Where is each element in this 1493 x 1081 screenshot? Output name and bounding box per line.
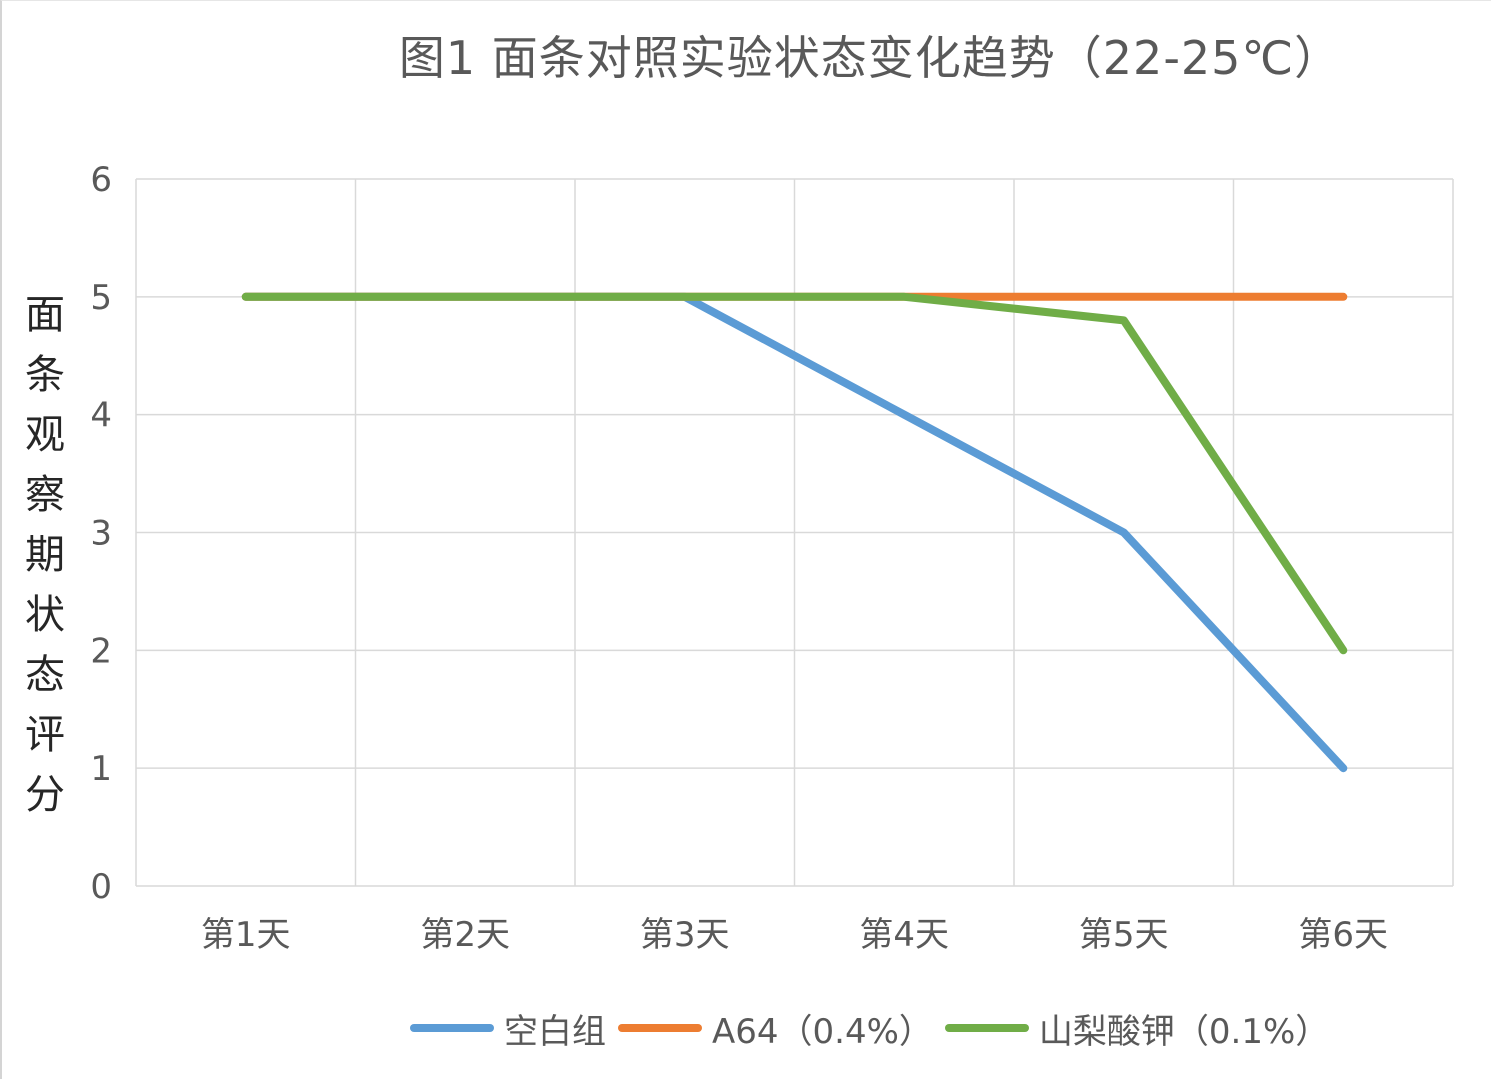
y-tick-label: 6 [90, 160, 112, 200]
y-axis-label: 面条观察期状态评分 [25, 292, 65, 818]
x-tick-label: 第1天 [201, 915, 291, 955]
legend: 空白组 A64（0.4%） 山梨酸钾（0.1%） [410, 1000, 1370, 1056]
legend-label-series-2: 山梨酸钾（0.1%） [1038, 1011, 1330, 1052]
series-line-2 [241, 292, 1348, 655]
x-tick-label: 第2天 [420, 915, 510, 955]
y-tick-label: 2 [90, 631, 112, 671]
legend-item-series-0: 空白组 [410, 1004, 614, 1053]
legend-swatch-series-2 [944, 1024, 1029, 1032]
y-tick-label: 0 [90, 867, 112, 907]
legend-item-series-2: 山梨酸钾（0.1%） [944, 1004, 1337, 1053]
x-tick-label: 第3天 [640, 915, 730, 955]
y-tick-label: 4 [90, 396, 112, 436]
legend-label-series-0: 空白组 [504, 1011, 606, 1052]
y-tick-label: 5 [90, 278, 112, 318]
legend-swatch-series-1 [618, 1024, 702, 1032]
y-tick-label: 1 [90, 749, 112, 789]
x-tick-label: 第5天 [1079, 915, 1169, 955]
x-tick-label: 第6天 [1298, 915, 1388, 955]
chart-title: 图1 面条对照实验状态变化趋势（22-25℃） [398, 31, 1342, 85]
legend-item-series-1: A64（0.4%） [618, 1004, 941, 1053]
legend-swatch-series-0 [410, 1024, 494, 1032]
y-tick-label: 3 [90, 514, 112, 554]
x-tick-label: 第4天 [859, 915, 949, 955]
legend-label-series-1: A64（0.4%） [712, 1011, 933, 1052]
